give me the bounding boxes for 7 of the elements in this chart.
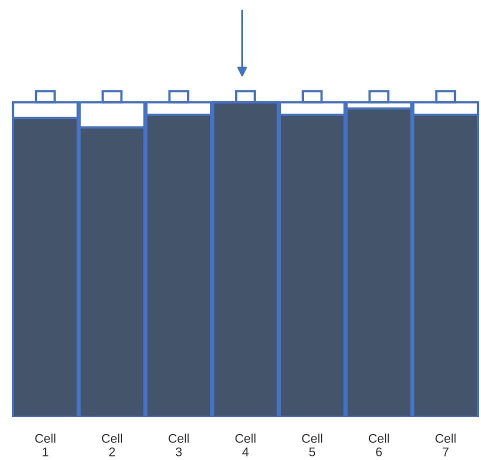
x-tick-label: Cell 3 <box>168 434 189 456</box>
x-tick-label: Cell 7 <box>436 434 456 456</box>
x-tick-label: Cell 2 <box>102 434 122 456</box>
x-tick-label: Cell 1 <box>35 434 56 456</box>
x-tick-label: Cell 6 <box>368 434 389 456</box>
x-tick-label: Cell 4 <box>235 434 256 456</box>
x-tick-label: Cell 5 <box>302 434 322 456</box>
